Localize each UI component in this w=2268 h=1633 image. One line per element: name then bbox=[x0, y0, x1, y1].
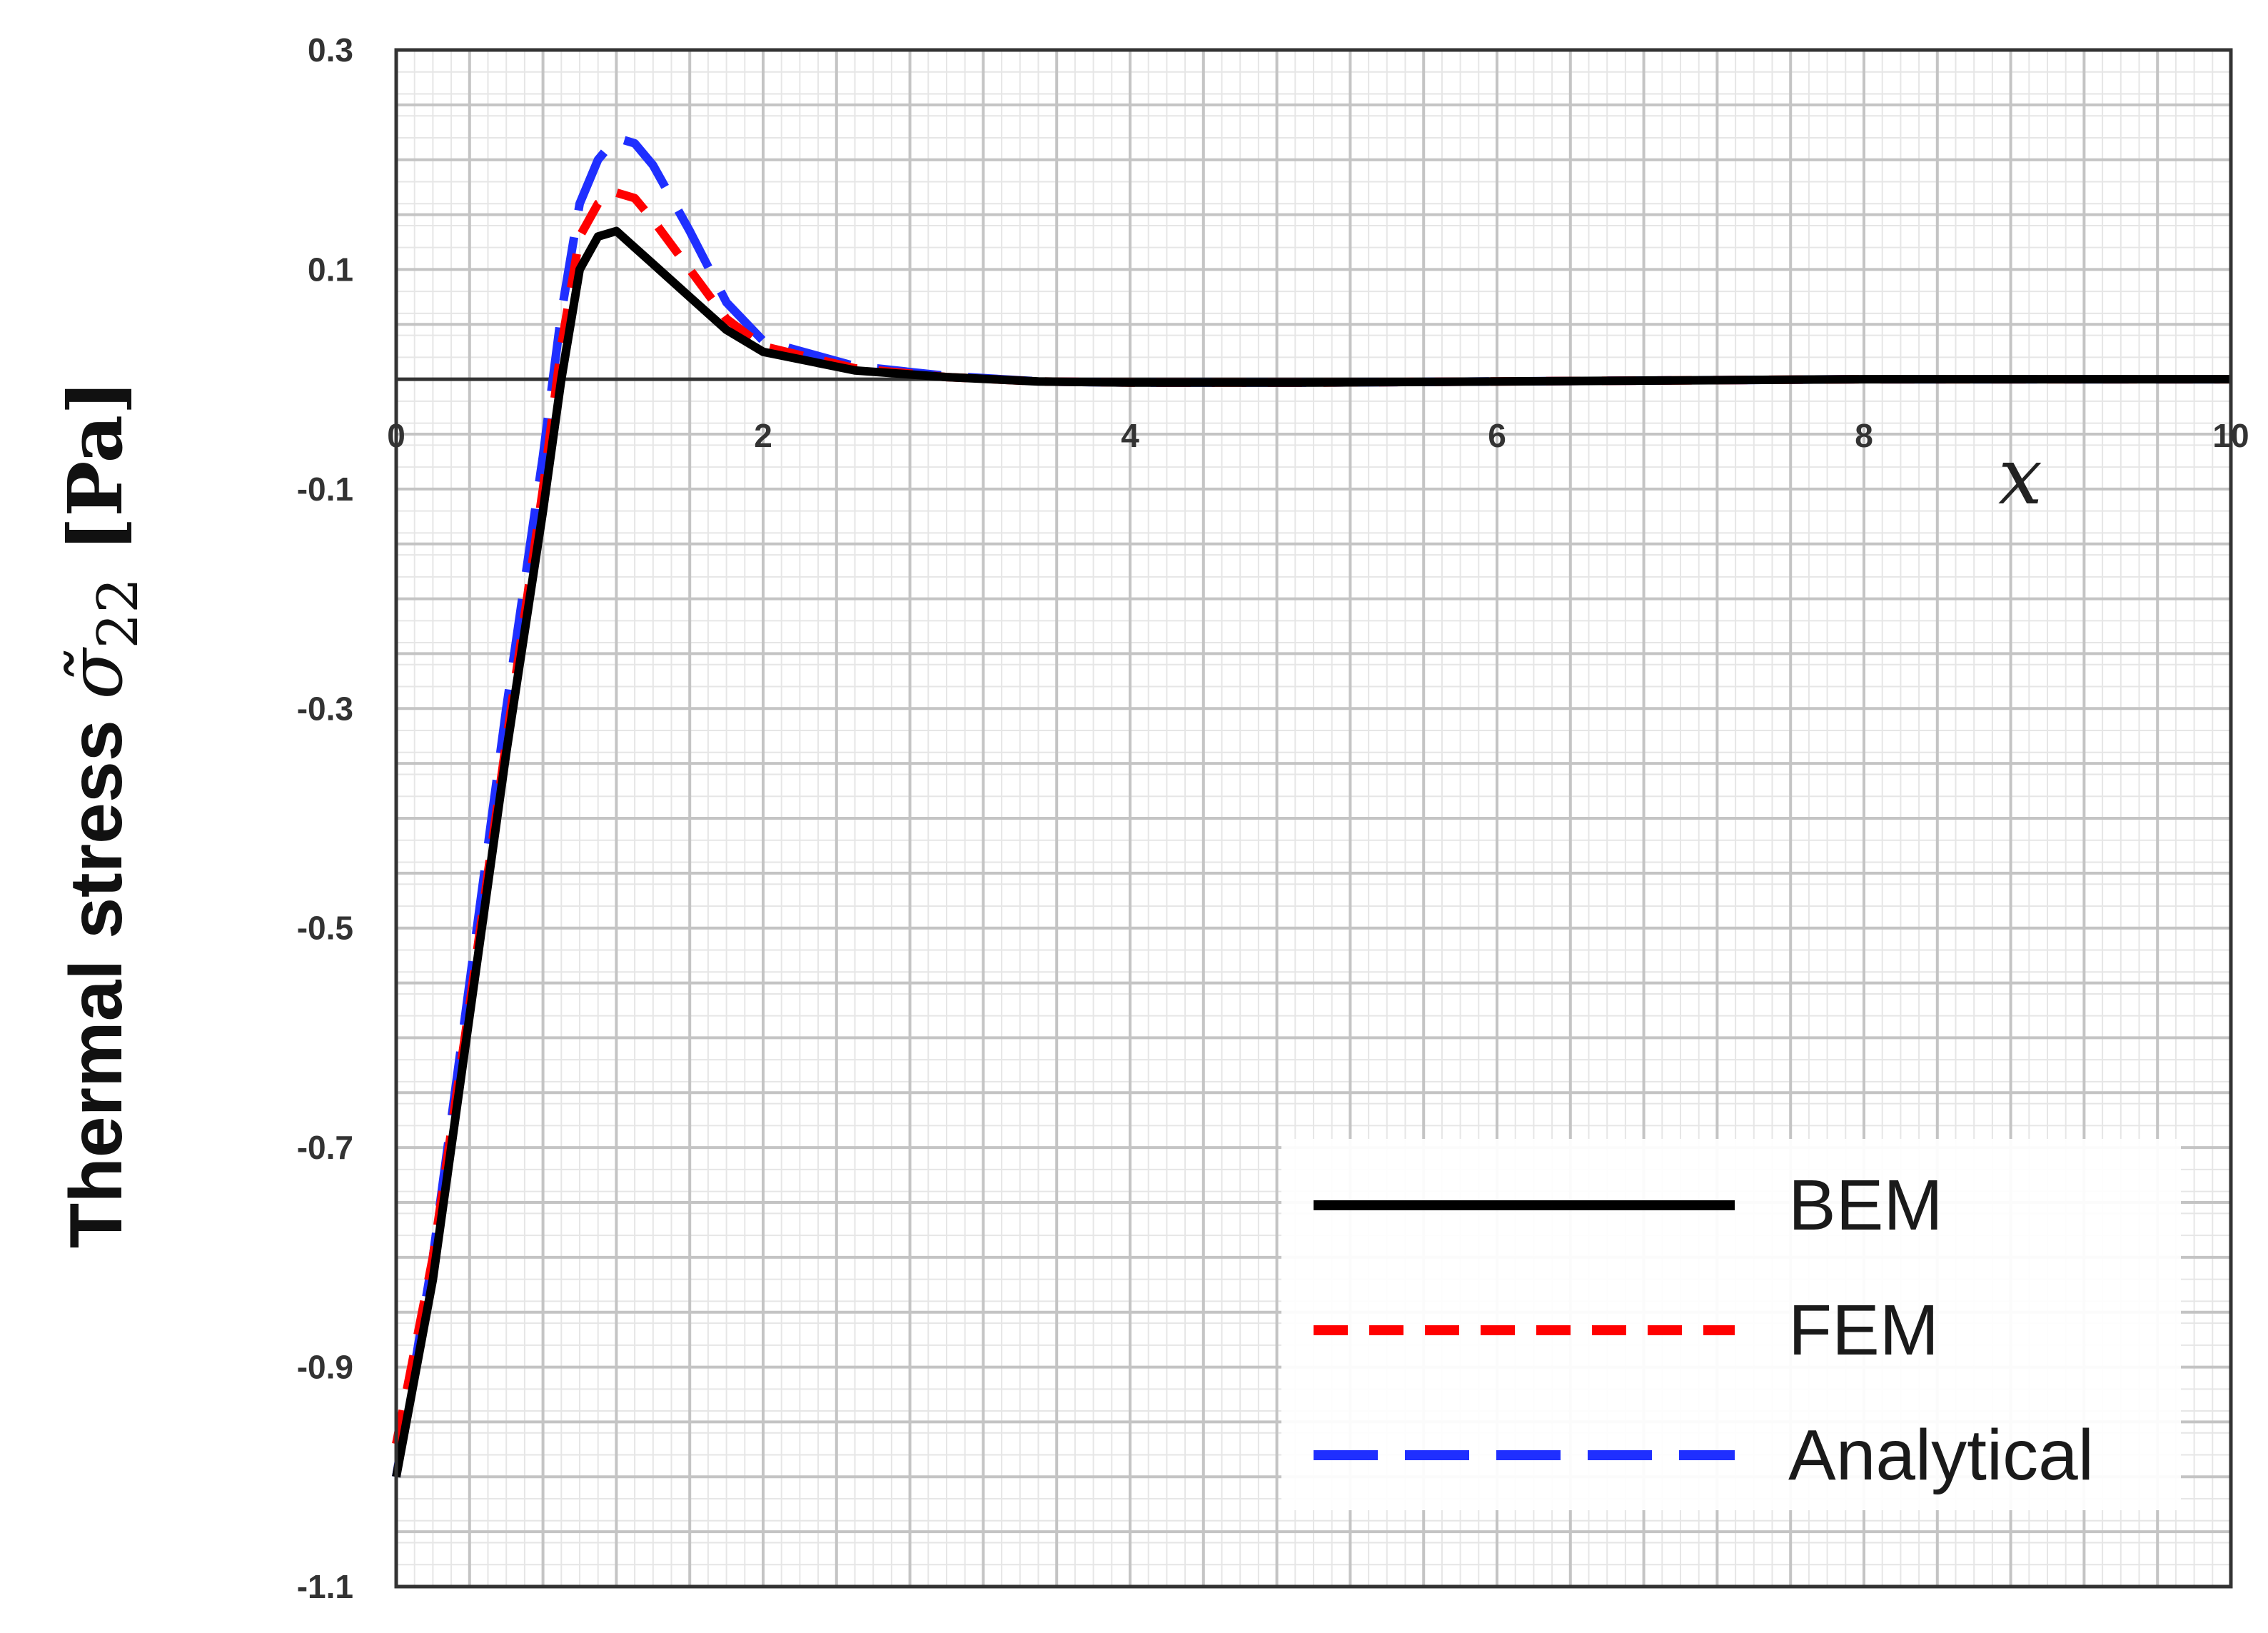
y-axis-label-sigma: σ̃ bbox=[52, 646, 139, 699]
y-axis-label-prefix: Thermal stress bbox=[55, 699, 138, 1248]
y-axis-label-unit: [Pa] bbox=[51, 380, 139, 578]
x-tick-label: 10 bbox=[2212, 417, 2249, 454]
y-tick-label: -0.7 bbox=[297, 1129, 353, 1166]
y-tick-label: 0.1 bbox=[308, 251, 353, 288]
series-layer bbox=[392, 134, 2231, 1478]
x-axis-label: x bbox=[1998, 431, 2042, 522]
y-tick-label: 0.3 bbox=[308, 31, 353, 69]
legend: BEM FEM Analytical bbox=[1281, 1139, 2181, 1510]
x-tick-label: 4 bbox=[1121, 417, 1139, 454]
y-tick-label: -1.1 bbox=[297, 1568, 353, 1605]
x-tick-label: 0 bbox=[387, 417, 405, 454]
tick-labels: 0 2 4 6 8 10 0.3 0.1 -0.1 -0.3 -0.5 -0.7 -0.9 -1.1 bbox=[297, 31, 2249, 1605]
y-axis-label-subscript: 22 bbox=[86, 578, 151, 648]
y-tick-label: -0.1 bbox=[297, 471, 353, 508]
x-tick-label: 6 bbox=[1488, 417, 1506, 454]
y-tick-label: -0.3 bbox=[297, 690, 353, 727]
x-tick-label: 2 bbox=[754, 417, 772, 454]
series-line-bem bbox=[392, 226, 2231, 1478]
plot-frame bbox=[394, 48, 2233, 1589]
y-axis-label: Thermal stress σ̃22 [Pa] bbox=[51, 380, 151, 1249]
y-tick-label: -0.5 bbox=[297, 910, 353, 947]
x-tick-label: 8 bbox=[1855, 417, 1873, 454]
legend-label-fem: FEM bbox=[1788, 1290, 1939, 1370]
legend-label-bem: BEM bbox=[1788, 1165, 1943, 1245]
y-tick-label: -0.9 bbox=[297, 1349, 353, 1386]
legend-label-analytical: Analytical bbox=[1788, 1415, 2094, 1495]
